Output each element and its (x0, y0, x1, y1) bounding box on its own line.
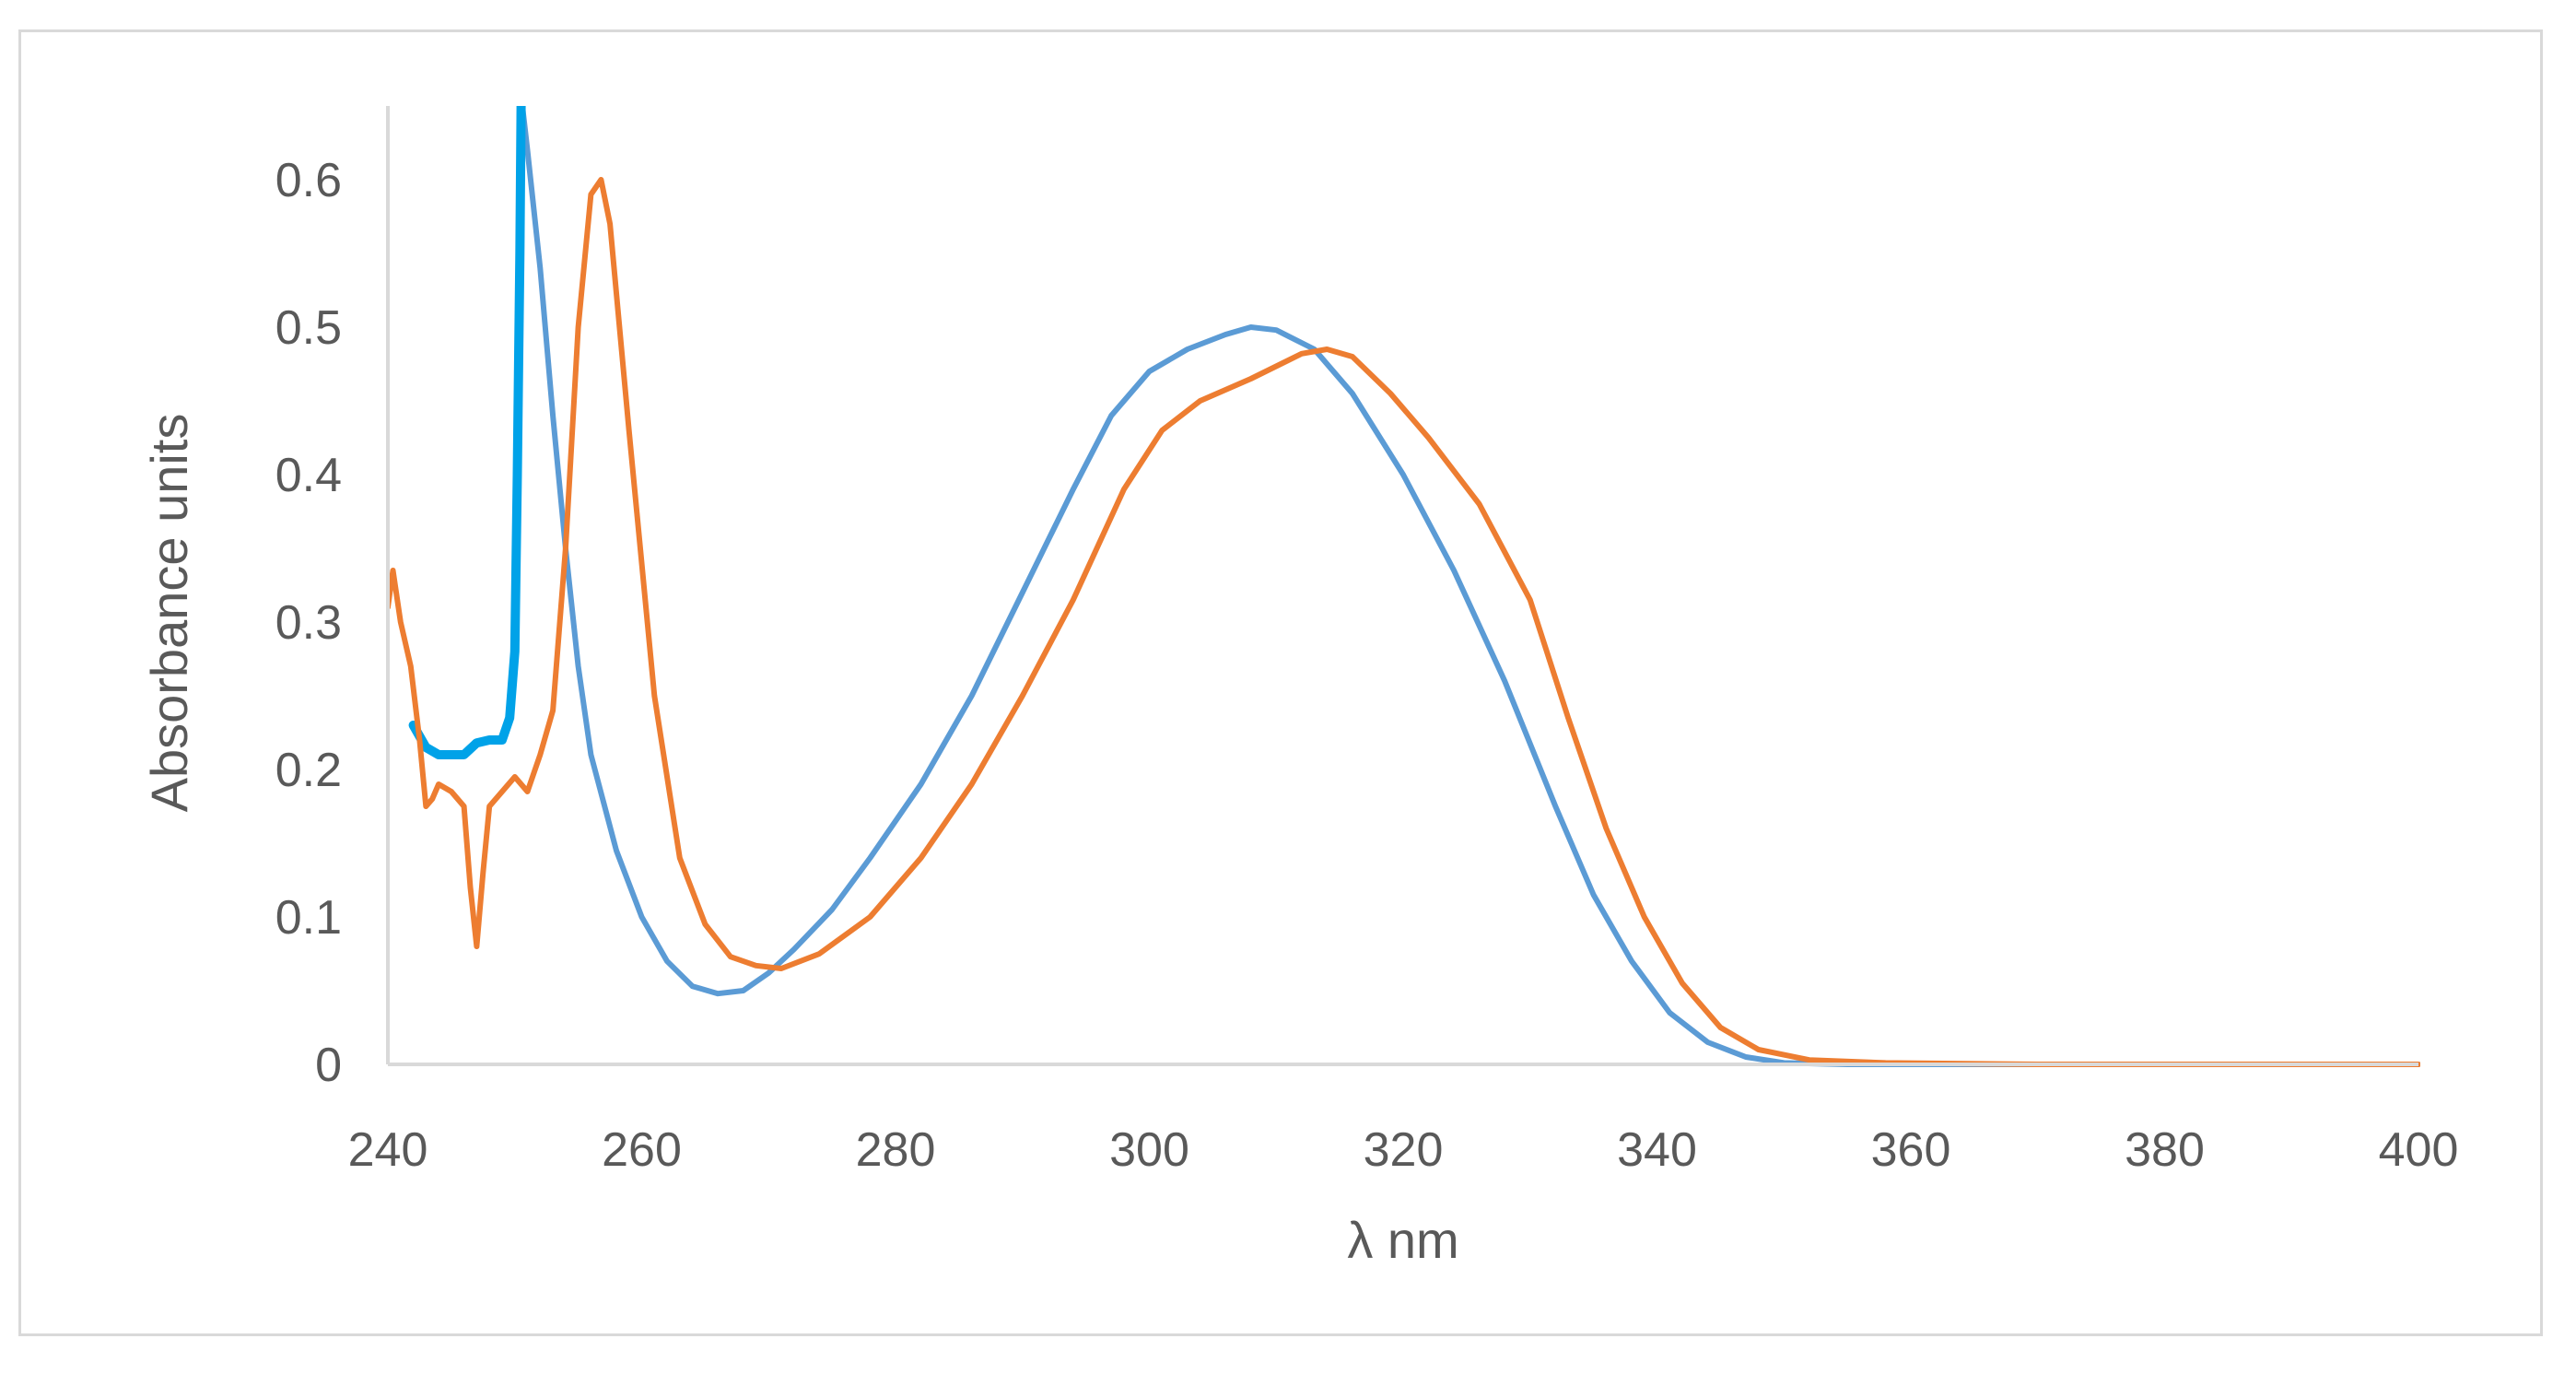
x-tick-label: 340 (1617, 1123, 1697, 1177)
x-axis-title: λ nm (1347, 1211, 1458, 1269)
series-line-3 (386, 177, 2420, 1067)
y-tick-label: 0.6 (275, 154, 342, 207)
chart-svg: 240 260 280 300 320 340 360 380 400 0 0.1 0.2 0.3 0.4… (140, 106, 2459, 1269)
x-tick-label: 360 (1871, 1123, 1951, 1177)
x-tick-label: 260 (602, 1123, 682, 1177)
x-tick-label: 400 (2379, 1123, 2459, 1177)
y-tick-label: 0.3 (275, 596, 342, 650)
x-tick-label: 240 (348, 1123, 428, 1177)
y-axis-title: Absorbance units (140, 414, 198, 813)
y-tick-label: 0.1 (275, 891, 342, 945)
y-tick-label: 0.4 (275, 449, 342, 502)
y-tick-label: 0.2 (275, 744, 342, 797)
y-tick-label: 0 (315, 1039, 342, 1092)
x-tick-label: 280 (856, 1123, 936, 1177)
x-tick-label: 300 (1109, 1123, 1189, 1177)
x-tick-label: 320 (1364, 1123, 1444, 1177)
series-line-1 (520, 106, 2420, 1067)
axes-group (386, 106, 2418, 1066)
labels-group: 240 260 280 300 320 340 360 380 400 0 0.1 0.2 0.3 0.4… (275, 154, 2459, 1177)
y-tick-label: 0.5 (275, 301, 342, 355)
x-tick-label: 380 (2125, 1123, 2205, 1177)
series-line-2 (408, 106, 526, 759)
chart-frame: 240 260 280 300 320 340 360 380 400 0 0.1 0.2 0.3 0.4… (18, 29, 2543, 1336)
series-group (386, 106, 2420, 1067)
